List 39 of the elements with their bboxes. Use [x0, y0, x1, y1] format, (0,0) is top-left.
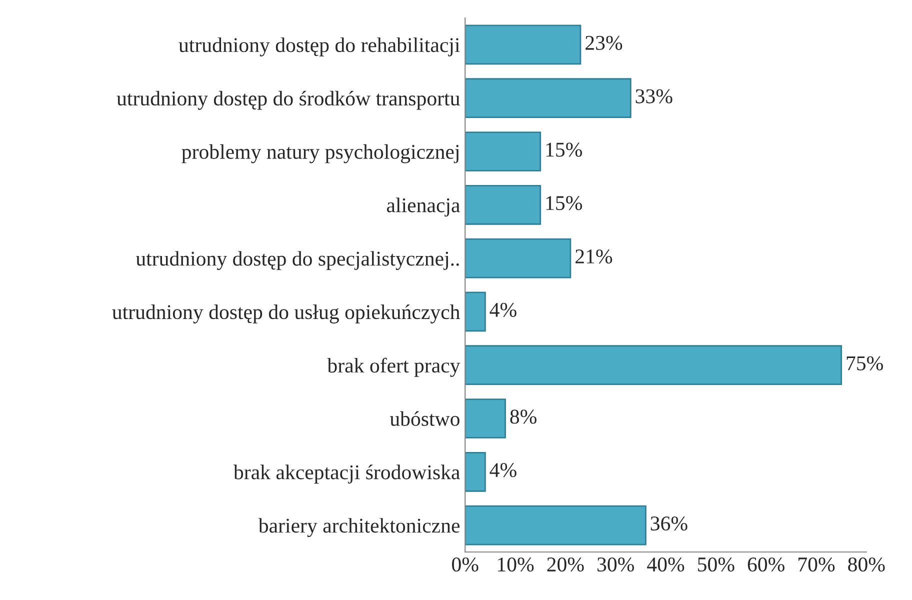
x-tick-label: 80%	[848, 557, 885, 572]
bar	[465, 132, 542, 172]
y-tick-label: utrudniony dostęp do rehabilitacji	[178, 37, 460, 56]
data-label: 4%	[490, 302, 516, 317]
bar	[465, 292, 486, 332]
y-tick-label: problemy natury psychologicznej	[182, 144, 458, 164]
bar	[465, 238, 572, 278]
bar	[465, 78, 632, 118]
data-label: 23%	[586, 36, 622, 50]
data-label: 4%	[490, 463, 516, 478]
x-tick-label: 60%	[748, 557, 784, 572]
x-tick-label: 70%	[798, 557, 835, 572]
x-tick-label: 50%	[698, 557, 734, 572]
y-tick-label: brak akceptacji środowiska	[233, 464, 460, 484]
bar	[465, 24, 582, 65]
data-label: 36%	[650, 516, 688, 531]
x-tick-label: 10%	[498, 557, 534, 572]
data-label: 33%	[636, 89, 672, 104]
x-tick-label: 0%	[452, 557, 478, 572]
x-tick-label: 20%	[547, 557, 584, 572]
bar	[465, 345, 842, 386]
data-label: 8%	[510, 410, 536, 424]
y-tick-label: brak ofert pracy	[327, 358, 460, 377]
data-label: 75%	[846, 356, 883, 370]
bar	[465, 452, 486, 492]
y-tick-label: ubóstwo	[390, 411, 460, 426]
x-tick-label: 30%	[598, 557, 634, 572]
bar	[465, 505, 646, 546]
data-label: 15%	[546, 142, 582, 157]
bar	[465, 184, 542, 225]
y-tick-label: utrudniony dostęp do specjalistycznej..	[136, 251, 459, 270]
x-tick-label: 40%	[647, 557, 684, 572]
y-tick-label: alienacja	[386, 198, 460, 217]
data-label: 21%	[576, 249, 612, 264]
y-tick-label: utrudniony dostęp do usług opiekuńczych	[112, 304, 460, 324]
y-tick-label: bariery architektoniczne	[258, 518, 460, 538]
bar	[465, 398, 506, 438]
y-tick-label: utrudniony dostęp do środków transportu	[116, 90, 460, 110]
data-label: 15%	[546, 196, 582, 210]
